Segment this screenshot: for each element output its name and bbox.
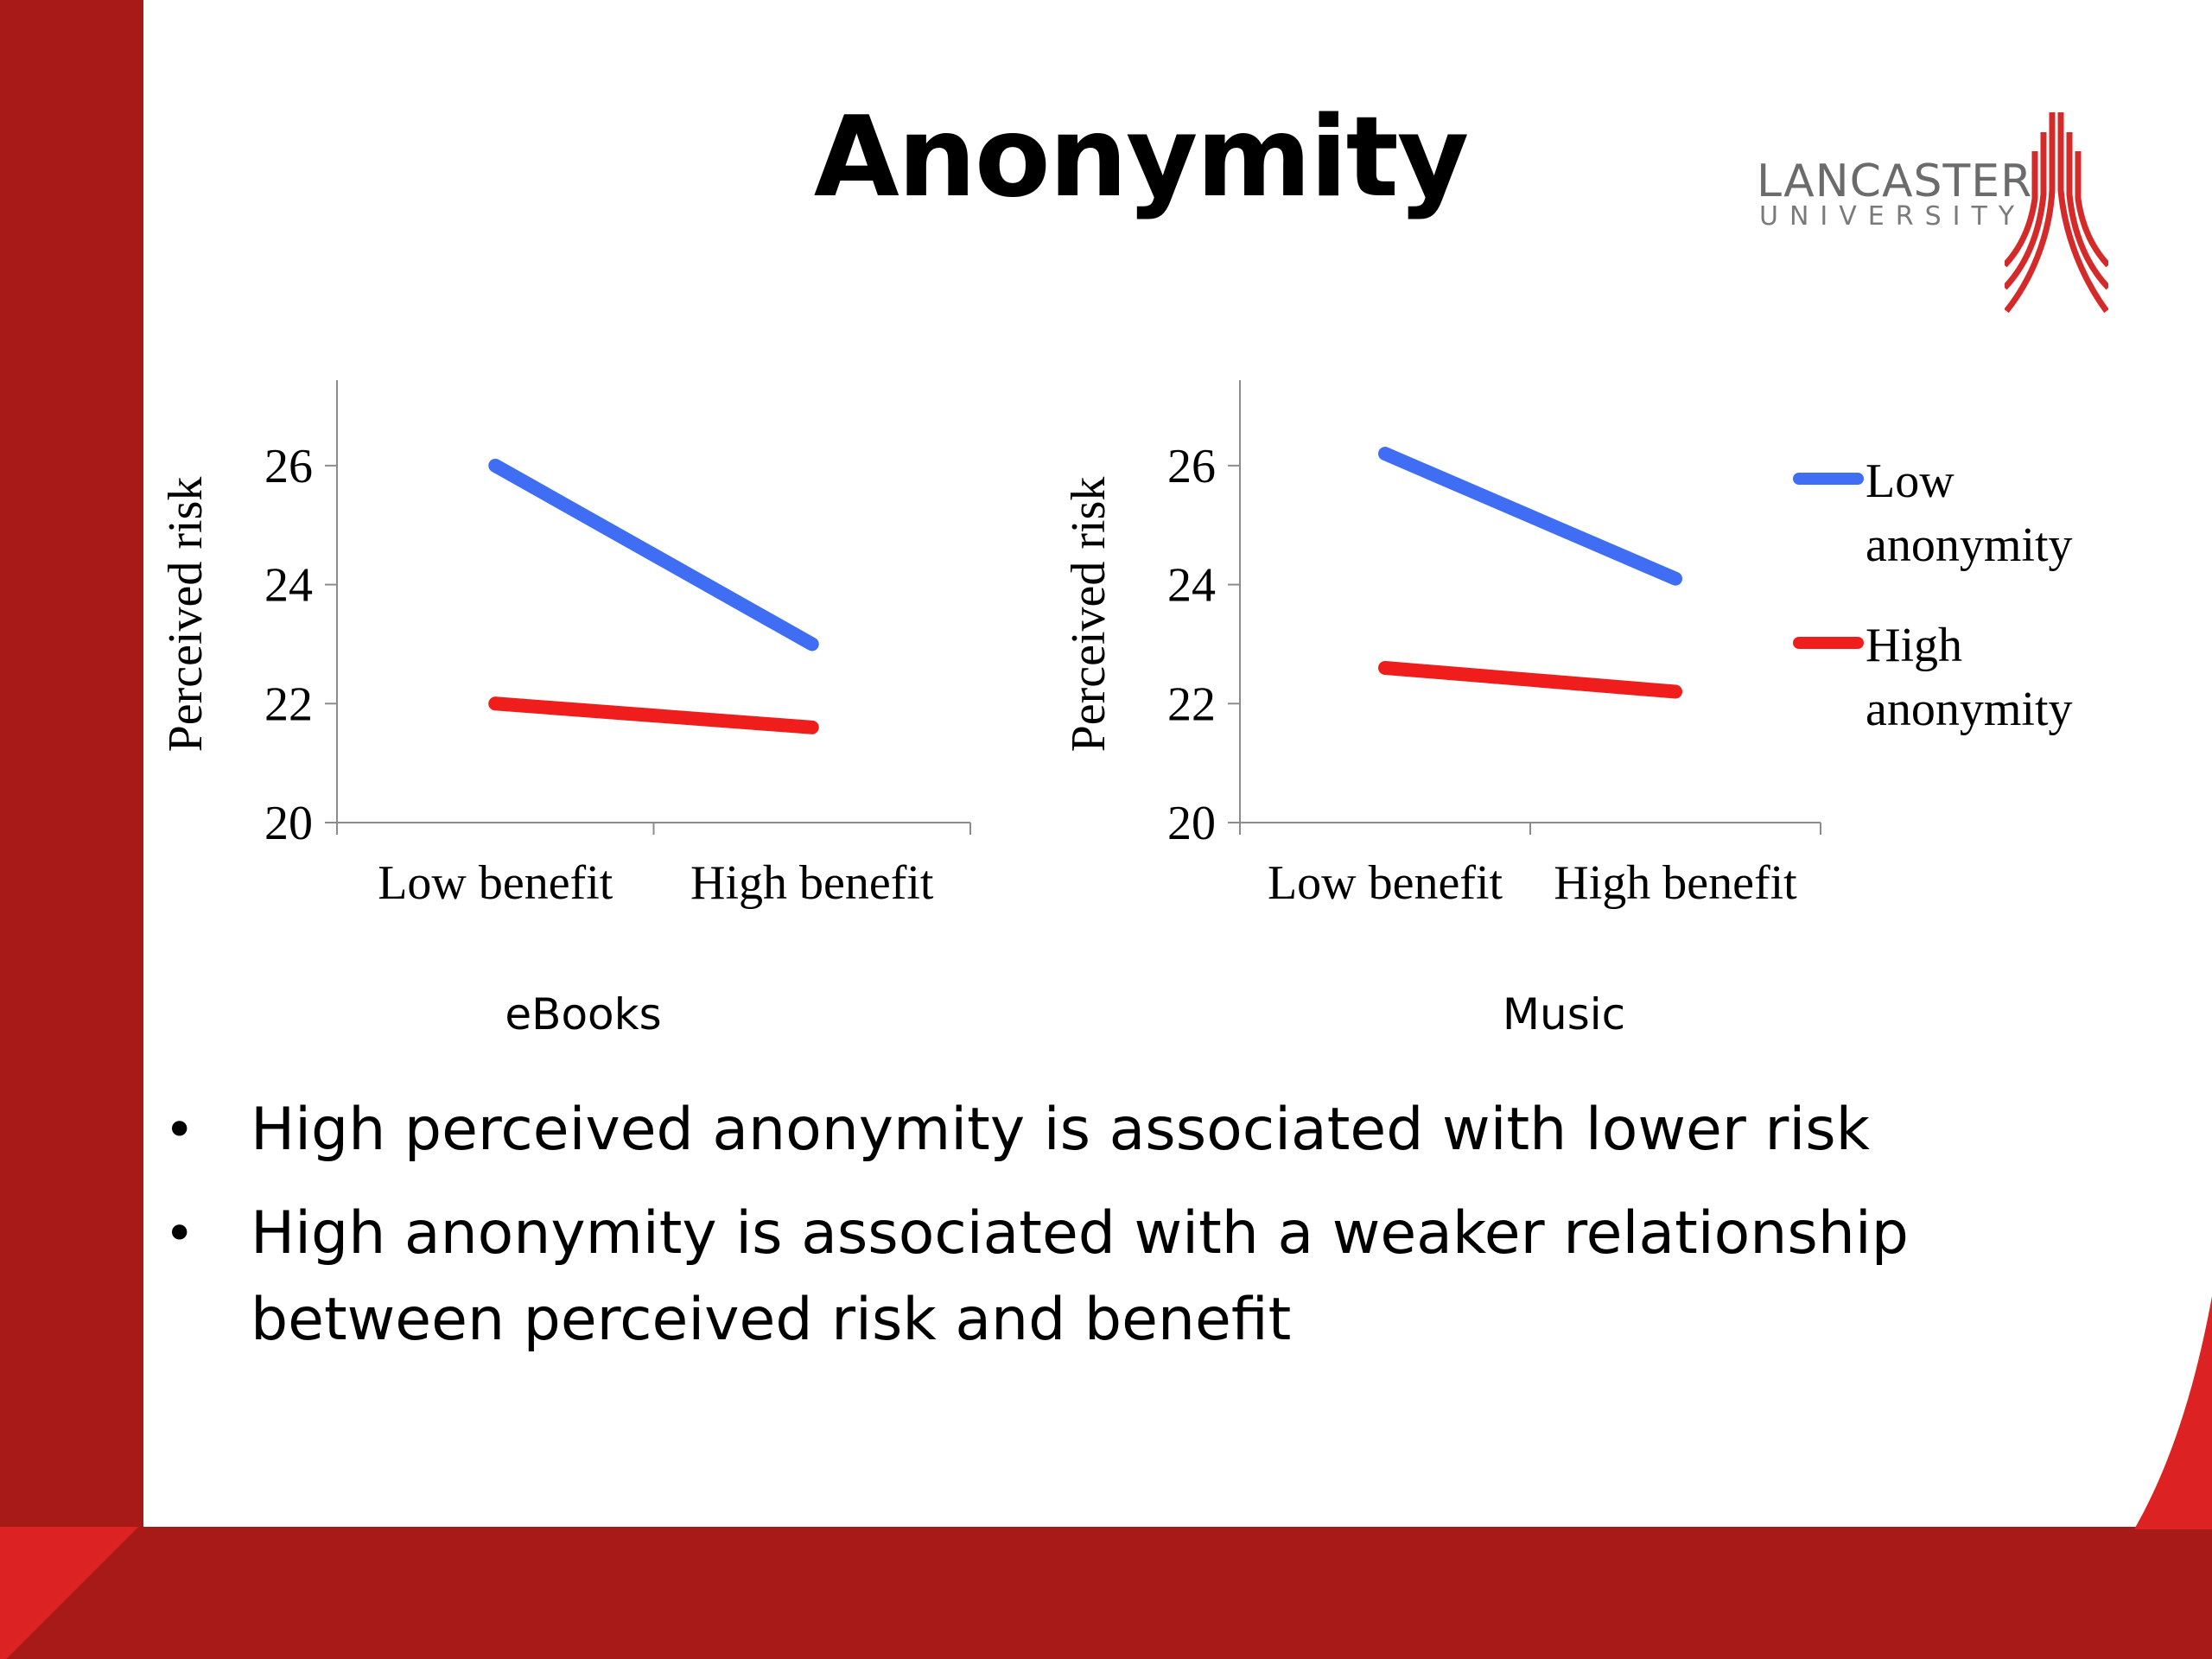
slide-title: Anonymity <box>813 93 1470 222</box>
y-tick-label: 26 <box>1167 440 1216 493</box>
logo-wordmark: LANCASTER <box>1757 156 2033 207</box>
series-line-high-anonymity <box>1378 660 1682 699</box>
legend-label-low-anonymity: Low anonymity <box>1866 454 2073 572</box>
bullet-text: High perceived anonymity is associated w… <box>251 1096 1871 1164</box>
y-tick-label: 22 <box>264 677 313 731</box>
legend-swatch-low-anonymity <box>1793 473 1864 485</box>
bullet-dot-icon: • <box>164 1204 195 1264</box>
left-red-band <box>0 0 143 1659</box>
bullet-list: • High perceived anonymity is associated… <box>156 1087 2126 1381</box>
legend-label-high-anonymity: High anonymity <box>1866 619 2073 736</box>
chart-legend: Low anonymity High anonymity <box>1793 449 2156 743</box>
bullet-item: • High anonymity is associated with a we… <box>156 1191 2126 1363</box>
x-tick-label: High benefit <box>1554 856 1797 910</box>
music-caption: Music <box>1502 989 1626 1039</box>
ebooks-chart: 20 22 24 26 Low benefit High benefit Perceived… <box>147 372 1184 942</box>
y-axis-label: Perceived risk <box>159 477 213 753</box>
series-line-low-anonymity <box>488 458 819 652</box>
bullet-item: • High perceived anonymity is associated… <box>156 1087 2126 1173</box>
bottom-red-band <box>0 1527 2212 1659</box>
chart-svg: 20 22 24 26 Low benefit High benefit Perceived… <box>159 380 971 910</box>
bullet-dot-icon: • <box>164 1100 195 1160</box>
lancaster-university-logo: LANCASTER UNIVERSITY <box>1745 108 2108 333</box>
y-tick-label: 20 <box>264 797 313 850</box>
y-axis-label: Perceived risk <box>1062 477 1116 753</box>
y-tick-label: 22 <box>1167 677 1216 731</box>
x-tick-label: High benefit <box>690 856 934 910</box>
y-tick-label: 24 <box>1167 559 1216 613</box>
y-tick-label: 26 <box>264 440 313 493</box>
chart-svg: 20 22 24 26 Low benefit High benefit Perceived… <box>1062 380 1821 910</box>
bullet-text: High anonymity is associated with a weak… <box>251 1199 1909 1354</box>
x-tick-label: Low benefit <box>378 856 613 910</box>
y-tick-label: 20 <box>1167 797 1216 850</box>
x-tick-label: Low benefit <box>1268 856 1503 910</box>
ebooks-caption: eBooks <box>505 989 662 1039</box>
series-line-high-anonymity <box>488 696 819 734</box>
corner-accent-triangle <box>0 1527 143 1659</box>
right-swoosh-decoration <box>2134 1296 2212 1529</box>
series-line-low-anonymity <box>1378 447 1682 586</box>
legend-swatch-high-anonymity <box>1793 637 1864 649</box>
logo-emblem-icon <box>2005 112 2108 314</box>
music-chart: 20 22 24 26 Low benefit High benefit Perceived… <box>1050 372 2087 942</box>
logo-subword: UNIVERSITY <box>1759 201 2026 232</box>
y-tick-label: 24 <box>264 559 313 613</box>
